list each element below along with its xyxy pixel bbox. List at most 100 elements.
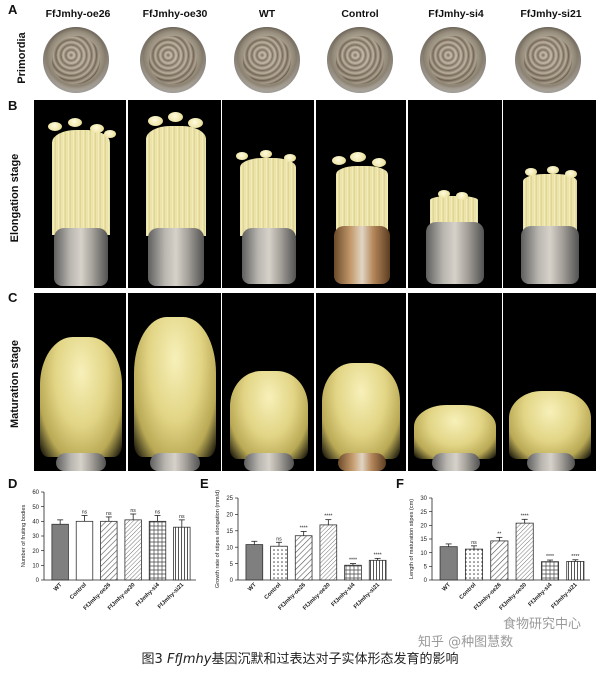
bar: [439, 546, 458, 581]
maturation-photo-oe26: [34, 293, 126, 471]
row-label-primordia: Primordia: [16, 32, 28, 84]
chart-d: 0 10 20 30 40 50 60 Number of fruiting bodies WT…: [21, 490, 196, 612]
panel-letter-f: F: [396, 476, 404, 491]
x-tick-label: FfJmhy-si4: [528, 582, 554, 608]
bar: [270, 545, 288, 581]
x-tick-label: WT: [441, 582, 452, 593]
y-axis-title: Growth rate of stipes elongation (mm/d): [215, 490, 221, 588]
y-tick-label: 25: [420, 510, 427, 516]
x-tick-label: Control: [69, 582, 88, 601]
significance-label: ns: [82, 509, 88, 515]
significance-label: ns: [130, 508, 136, 514]
maturation-photo-si4: [408, 293, 502, 471]
column-label-si21: FfJmhy-si21: [520, 8, 582, 20]
bar: [51, 523, 69, 581]
column-label-wt: WT: [258, 8, 276, 20]
chart-f: 0 5 10 15 20 25 30 Length of maturation stipes …: [409, 496, 590, 612]
significance-label: ****: [300, 525, 308, 531]
significance-label: ns: [155, 509, 161, 515]
caption-suffix: 基因沉默和过表达对子实体形态发育的影响: [211, 652, 459, 667]
maturation-photo-control: [316, 293, 406, 471]
watermark-line1: 食物研究中心: [503, 617, 582, 632]
y-tick-label: 60: [32, 490, 39, 496]
y-tick-label: 25: [226, 496, 233, 502]
bar: [490, 540, 509, 581]
y-tick-label: 0: [424, 578, 428, 584]
bar: [124, 519, 142, 581]
y-tick-label: 20: [420, 524, 427, 530]
y-tick-label: 15: [226, 529, 233, 535]
panel-letter-e: E: [200, 476, 209, 491]
significance-label: ns: [106, 511, 112, 517]
significance-label: ****: [374, 552, 382, 558]
bar: [245, 544, 264, 581]
maturation-photo-oe30: [128, 293, 221, 471]
y-tick-label: 10: [32, 564, 39, 570]
significance-label: ns: [276, 536, 282, 542]
bar: [344, 564, 362, 581]
panel-letter-d: D: [8, 476, 18, 491]
chart-e: 0 5 10 15 20 25 Growth rate of stipes elongati…: [215, 490, 392, 612]
column-label-oe30: FfJmhy-oe30: [142, 8, 208, 20]
bar: [464, 548, 484, 581]
maturation-photo-wt: [222, 293, 314, 471]
significance-label: ****: [521, 513, 529, 519]
x-tick-label: FfJmhy-si4: [135, 582, 161, 608]
row-label-elongation: Elongation stage: [9, 153, 21, 243]
y-tick-label: 10: [420, 551, 427, 557]
primordia-dish-si4: [420, 27, 486, 93]
y-tick-label: 5: [424, 565, 428, 571]
significance-label: ****: [324, 514, 332, 520]
elongation-photo-oe26: [34, 100, 126, 288]
bar: [294, 535, 313, 581]
x-tick-label: FfJmhy-si21: [551, 582, 580, 611]
primordia-dish-oe26: [43, 27, 109, 93]
x-tick-label: Control: [459, 582, 478, 601]
y-tick-label: 30: [32, 534, 39, 540]
y-tick-label: 5: [230, 562, 234, 568]
y-tick-label: 20: [32, 549, 39, 555]
elongation-photo-control: [316, 100, 406, 288]
primordia-dish-control: [327, 27, 393, 93]
significance-label: ns: [179, 514, 185, 520]
y-tick-label: 50: [32, 505, 39, 511]
primordia-dish-oe30: [140, 27, 206, 93]
elongation-photo-si21: [503, 100, 596, 288]
primordia-dish-wt: [234, 27, 300, 93]
row-label-maturation: Maturation stage: [9, 340, 21, 429]
y-axis-title: Length of maturation stipes (cm): [409, 499, 415, 579]
bar: [100, 520, 118, 581]
watermark-line2: 知乎 @种图慧数: [418, 635, 514, 650]
y-tick-label: 0: [36, 578, 40, 584]
x-tick-label: Control: [264, 582, 283, 601]
significance-label: ****: [349, 558, 357, 564]
column-label-si4: FfJmhy-si4: [428, 8, 484, 20]
bar: [566, 561, 585, 581]
caption-prefix: 图3: [141, 652, 167, 667]
x-tick-label: FfJmhy-si4: [331, 582, 357, 608]
panel-letter-a: A: [8, 2, 18, 17]
caption-gene: FfJmhy: [166, 652, 212, 667]
y-tick-label: 10: [226, 545, 233, 551]
bar: [319, 524, 338, 581]
bar: [515, 522, 534, 581]
x-tick-label: FfJmhy-si21: [353, 582, 382, 611]
elongation-photo-oe30: [128, 100, 221, 288]
y-tick-label: 15: [420, 537, 427, 543]
column-label-oe26: FfJmhy-oe26: [45, 8, 111, 20]
bar: [173, 526, 191, 581]
panel-letter-b: B: [8, 98, 18, 113]
y-tick-label: 0: [230, 578, 234, 584]
y-tick-label: 40: [32, 520, 39, 526]
primordia-dish-si21: [515, 27, 581, 93]
panel-letter-c: C: [8, 290, 18, 305]
significance-label: **: [497, 531, 501, 537]
bar: [368, 559, 387, 581]
elongation-photo-si4: [408, 100, 502, 288]
bar: [148, 520, 167, 581]
x-tick-label: FfJmhy-oe30: [499, 582, 529, 612]
y-axis-title: Number of fruiting bodies: [21, 505, 27, 568]
x-tick-label: WT: [53, 582, 64, 593]
bar: [75, 520, 94, 581]
x-tick-label: FfJmhy-si21: [157, 582, 186, 611]
